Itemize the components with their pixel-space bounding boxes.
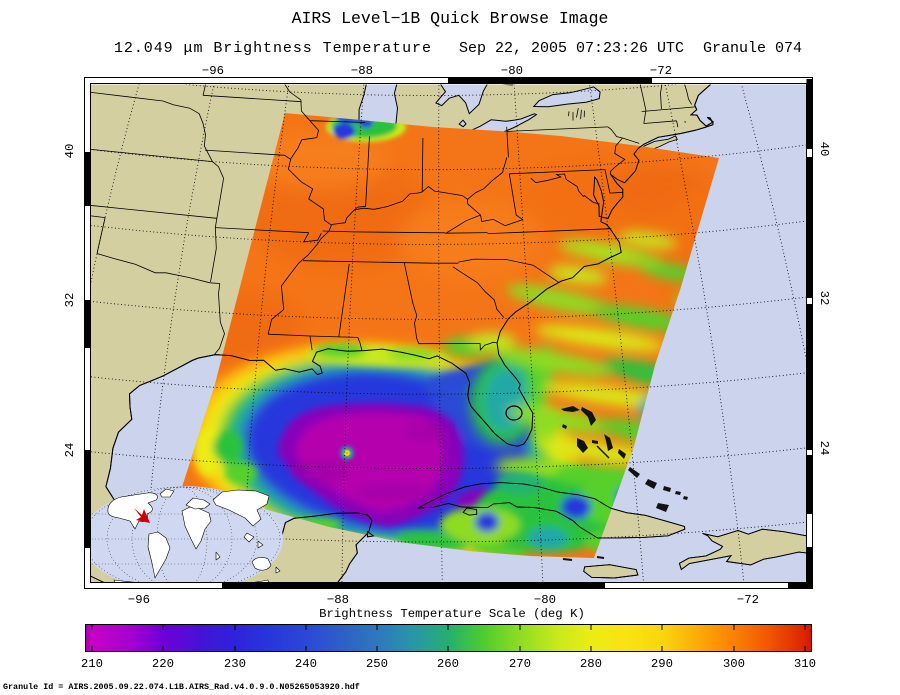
svg-text:220: 220	[152, 657, 174, 671]
svg-text:AIRS Level−1B Quick Browse Ima: AIRS Level−1B Quick Browse Image	[292, 9, 609, 28]
svg-text:260: 260	[437, 657, 459, 671]
svg-text:210: 210	[81, 657, 103, 671]
svg-text:−72: −72	[650, 64, 672, 78]
svg-text:24: 24	[817, 441, 831, 456]
svg-text:40: 40	[817, 142, 831, 157]
svg-text:−88: −88	[327, 593, 349, 607]
svg-text:270: 270	[509, 657, 531, 671]
svg-text:32: 32	[817, 291, 831, 306]
svg-text:300: 300	[723, 657, 745, 671]
svg-text:230: 230	[224, 657, 246, 671]
svg-text:32: 32	[63, 293, 77, 308]
svg-text:−80: −80	[501, 64, 523, 78]
svg-text:−96: −96	[202, 64, 224, 78]
svg-text:40: 40	[63, 144, 77, 159]
svg-text:Sep 22, 2005 07:23:26 UTC: Sep 22, 2005 07:23:26 UTC	[459, 40, 684, 57]
svg-text:−88: −88	[351, 64, 373, 78]
svg-text:290: 290	[651, 657, 673, 671]
svg-text:12.049 μm Brightness Temperatu: 12.049 μm Brightness Temperature	[114, 40, 431, 57]
svg-text:240: 240	[295, 657, 317, 671]
svg-text:−72: −72	[737, 593, 759, 607]
svg-text:−80: −80	[534, 593, 556, 607]
svg-text:24: 24	[63, 443, 77, 458]
svg-text:280: 280	[580, 657, 602, 671]
svg-text:−96: −96	[128, 593, 150, 607]
svg-text:Granule Id = AIRS.2005.09.22.0: Granule Id = AIRS.2005.09.22.074.L1B.AIR…	[3, 682, 360, 692]
svg-text:250: 250	[366, 657, 388, 671]
svg-text:Granule 074: Granule 074	[703, 40, 802, 57]
svg-text:310: 310	[794, 657, 816, 671]
svg-text:Brightness Temperature Scale (: Brightness Temperature Scale (deg K)	[319, 607, 585, 621]
